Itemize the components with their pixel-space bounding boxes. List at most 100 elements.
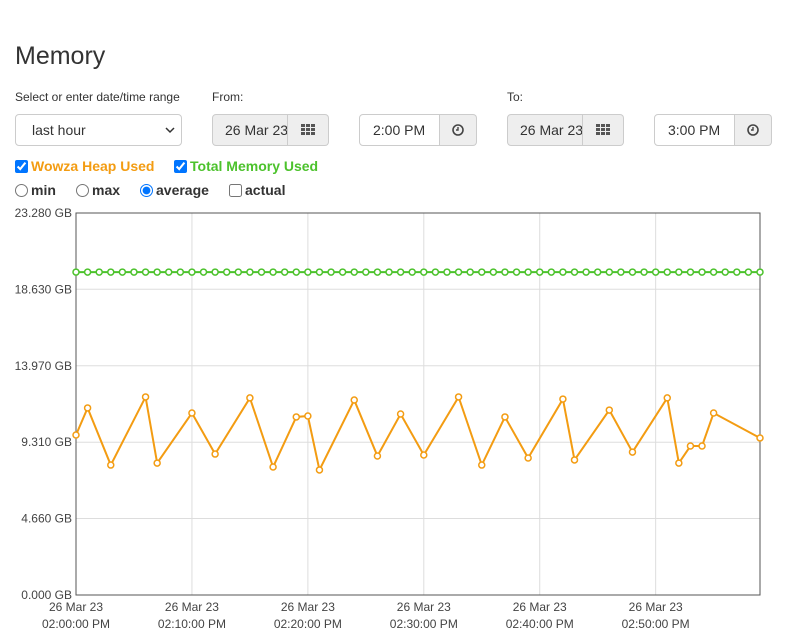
grid-icon <box>596 124 610 135</box>
to-time[interactable]: 3:00 PM <box>654 114 735 146</box>
series-toggle[interactable]: Wowza Heap Used <box>15 158 154 174</box>
x-tick-date: 26 Mar 23 <box>165 600 219 614</box>
series-line <box>75 393 761 473</box>
data-point <box>222 268 231 276</box>
data-point <box>466 268 474 276</box>
data-point <box>698 442 706 450</box>
data-point <box>141 268 150 276</box>
data-point <box>176 268 185 276</box>
data-point <box>420 268 428 276</box>
data-point <box>107 268 115 276</box>
to-time-button[interactable] <box>735 114 772 146</box>
data-point <box>686 268 695 276</box>
data-point <box>605 406 614 414</box>
data-point <box>593 268 602 276</box>
data-point <box>246 268 254 276</box>
data-point <box>269 463 277 471</box>
clock-icon <box>452 124 464 136</box>
mode-label: min <box>31 182 56 198</box>
data-point <box>257 268 266 276</box>
mode-option[interactable]: min <box>15 182 56 198</box>
data-point <box>327 268 335 276</box>
data-point <box>188 268 196 276</box>
to-date-button[interactable] <box>583 114 624 146</box>
mode-label: average <box>156 182 209 198</box>
mode-option[interactable]: actual <box>229 182 285 198</box>
x-tick-time: 02:10:00 PM <box>158 617 226 631</box>
data-point <box>605 268 614 276</box>
data-point <box>628 448 637 456</box>
data-point <box>744 268 753 276</box>
y-tick-label: 0.000 GB <box>21 588 72 602</box>
from-date-button[interactable] <box>288 114 329 146</box>
page-title: Memory <box>15 42 106 70</box>
data-point <box>95 268 103 276</box>
data-point <box>373 268 382 276</box>
data-point <box>663 394 672 402</box>
x-tick-time: 02:50:00 PM <box>622 617 690 631</box>
data-point <box>385 268 393 276</box>
data-point <box>141 393 150 401</box>
data-point <box>709 268 718 276</box>
clock-icon <box>747 124 759 136</box>
to-date[interactable]: 26 Mar 23 <box>507 114 583 146</box>
mode-option[interactable]: average <box>140 182 209 198</box>
data-point <box>478 268 486 276</box>
data-point <box>118 268 127 276</box>
data-point <box>211 450 219 458</box>
data-point <box>269 268 277 276</box>
range-select[interactable]: last hour <box>15 114 182 146</box>
data-point <box>199 268 208 276</box>
range-label: Select or enter date/time range <box>15 90 180 104</box>
y-tick-label: 23.280 GB <box>15 206 72 220</box>
from-label: From: <box>212 90 244 104</box>
mode-option[interactable]: max <box>76 182 120 198</box>
y-tick-label: 18.630 GB <box>15 282 72 296</box>
toggle-label: Wowza Heap Used <box>31 158 155 174</box>
x-tick-time: 02:00:00 PM <box>42 617 110 631</box>
grid-icon <box>301 124 315 135</box>
data-point <box>153 459 161 467</box>
radio[interactable] <box>76 183 89 197</box>
data-point <box>188 409 196 417</box>
data-point <box>663 268 672 276</box>
data-point <box>83 404 92 412</box>
data-point <box>130 268 138 276</box>
data-point <box>686 442 695 450</box>
from-time[interactable]: 2:00 PM <box>359 114 440 146</box>
series-toggle[interactable]: Total Memory Used <box>174 158 318 174</box>
data-point <box>246 394 254 402</box>
checkbox[interactable] <box>174 159 187 173</box>
x-tick-date: 26 Mar 23 <box>49 600 103 614</box>
checkbox[interactable] <box>229 183 242 197</box>
data-point <box>304 268 312 276</box>
data-point <box>640 268 648 276</box>
data-point <box>617 268 625 276</box>
data-point <box>675 459 683 467</box>
data-point <box>709 409 718 417</box>
data-point <box>315 268 324 276</box>
data-point <box>431 268 440 276</box>
data-point <box>524 454 532 462</box>
radio[interactable] <box>140 183 153 197</box>
checkbox[interactable] <box>15 159 28 173</box>
y-tick-label: 9.310 GB <box>21 435 72 449</box>
mode-label: actual <box>245 182 286 198</box>
mode-label: max <box>92 182 121 198</box>
y-tick-label: 13.970 GB <box>15 359 72 373</box>
data-point <box>292 413 301 421</box>
from-date[interactable]: 26 Mar 23 <box>212 114 288 146</box>
radio[interactable] <box>15 183 28 197</box>
x-tick-time: 02:40:00 PM <box>506 617 574 631</box>
x-tick-date: 26 Mar 23 <box>629 600 683 614</box>
data-point <box>698 268 706 276</box>
data-point <box>408 268 416 276</box>
from-time-button[interactable] <box>440 114 477 146</box>
data-point <box>153 268 161 276</box>
x-tick-date: 26 Mar 23 <box>397 600 451 614</box>
y-tick-label: 4.660 GB <box>21 512 72 526</box>
data-point <box>454 268 463 276</box>
data-point <box>164 268 173 276</box>
